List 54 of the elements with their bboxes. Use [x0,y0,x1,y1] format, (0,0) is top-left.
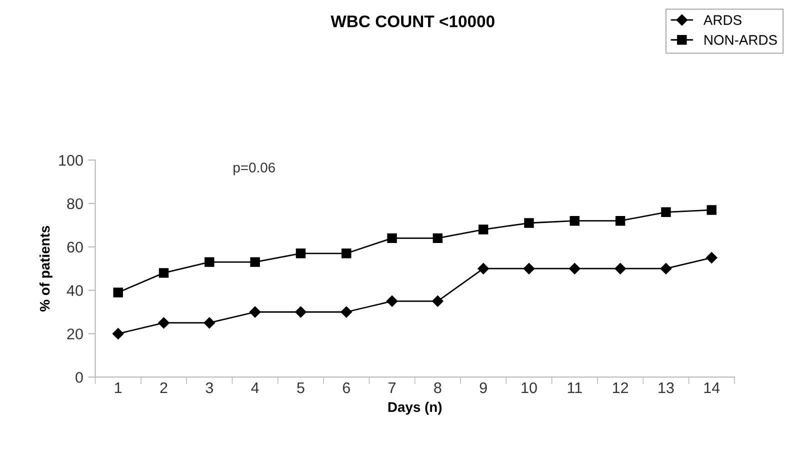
point [296,248,306,258]
x-axis-title: Days (n) [388,402,442,415]
x-tick-label: 3 [206,382,213,394]
point [204,257,214,267]
x-tick-label: 8 [434,382,442,394]
x-tick-label: 6 [342,382,350,394]
point [386,296,398,307]
point [342,248,352,258]
y-tick-label: 0 [76,372,83,383]
chart-title: WBC COUNT <10000 [330,15,494,28]
point [523,262,535,274]
legend-label: ARDS [703,15,742,25]
point [524,218,534,228]
annotation: p=0.06 [234,162,275,176]
x-tick-label: 5 [297,382,304,394]
y-tick-label: 40 [66,285,83,296]
x-tick-label: 1 [115,382,122,394]
point [661,207,671,218]
point [615,216,626,226]
point [204,317,216,328]
x-tick-label: 14 [704,382,720,394]
point [158,317,170,328]
point [478,224,488,234]
x-tick-label: 7 [388,382,396,394]
x-tick-label: 9 [480,382,487,394]
x-tick-label: 12 [612,382,628,394]
x-tick-label: 13 [658,382,674,394]
point [706,252,718,264]
y-tick-label: 100 [59,154,83,166]
point [432,233,443,244]
point [249,306,261,318]
legend-label: NON-ARDS [704,35,777,45]
point [478,262,489,274]
point [158,268,169,278]
y-tick-label: 20 [67,328,83,340]
point [387,233,397,244]
point [113,288,123,298]
point [432,296,444,307]
point [614,262,626,274]
point [340,306,352,318]
y-tick-label: 60 [67,242,83,253]
y-tick-label: 80 [67,198,83,210]
x-tick-label: 2 [160,382,168,394]
point [660,262,672,274]
point [112,328,124,340]
point [570,216,580,226]
x-tick-label: 10 [522,382,537,394]
point [295,306,306,318]
x-tick-label: 11 [568,382,582,394]
point [706,205,716,215]
x-tick-label: 4 [251,382,259,394]
point [250,257,260,267]
y-axis-title: % of patients [39,226,52,312]
point [569,262,580,274]
